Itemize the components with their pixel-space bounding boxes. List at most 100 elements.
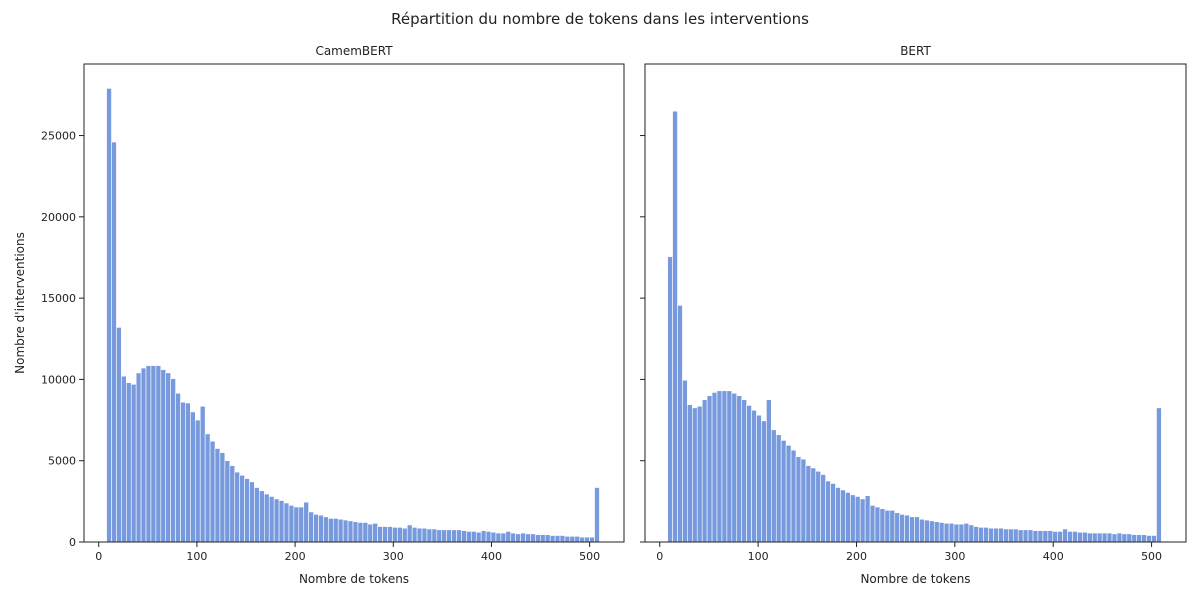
camembert-x-tick-label: 400: [481, 550, 502, 563]
bert-bar: [924, 519, 930, 543]
bert-bar: [1052, 531, 1059, 543]
bert-bar: [766, 399, 772, 543]
camembert-bar: [254, 487, 260, 543]
camembert-bar: [337, 518, 344, 543]
camembert-bar: [263, 493, 270, 543]
camembert-bar: [441, 529, 447, 543]
camembert-bar: [406, 524, 413, 543]
bert-bar: [672, 110, 678, 543]
bert-bar: [845, 492, 851, 543]
camembert-bar: [224, 460, 231, 543]
bert-bar: [835, 487, 841, 543]
camembert-bar: [195, 419, 201, 543]
camembert-x-axis-label: Nombre de tokens: [299, 572, 409, 586]
bert-bar: [761, 420, 767, 543]
bert-bar: [731, 392, 738, 543]
camembert-bar: [549, 535, 556, 543]
bert-bar: [1131, 534, 1138, 543]
camembert-bar: [160, 369, 167, 543]
camembert-bar: [244, 478, 250, 543]
camembert-bar: [332, 518, 339, 543]
camembert-bar: [362, 522, 369, 543]
bert-x-axis-label: Nombre de tokens: [860, 572, 970, 586]
camembert-bar: [199, 405, 206, 543]
camembert-bar: [190, 411, 196, 543]
bert-bar: [904, 514, 910, 543]
bert-bar: [1156, 407, 1162, 543]
bert-bar: [894, 512, 901, 543]
bert-bar: [736, 395, 742, 543]
bert-bar: [1077, 531, 1083, 543]
bert-bar: [874, 506, 881, 543]
bert-x-tick-label: 500: [1141, 550, 1162, 563]
camembert-bar: [530, 533, 536, 543]
bert-bar: [677, 305, 683, 543]
bert-bar: [993, 527, 999, 543]
camembert-bar: [421, 527, 428, 543]
camembert-plot-frame: [83, 63, 625, 543]
camembert-bar: [392, 527, 398, 543]
bert-bar: [741, 399, 747, 543]
camembert-bar: [234, 471, 240, 543]
camembert-bar: [382, 526, 388, 543]
camembert-bar: [510, 532, 516, 543]
bert-bar: [1003, 528, 1009, 543]
bert-bar: [933, 521, 940, 543]
bert-bar: [815, 470, 822, 543]
bert-bar: [696, 405, 703, 543]
camembert-bar: [180, 401, 186, 543]
bert-bar: [1072, 531, 1078, 543]
bert-bar: [869, 505, 876, 543]
camembert-bar: [111, 141, 117, 543]
camembert-x-tick-label: 300: [383, 550, 404, 563]
camembert-bar: [515, 533, 521, 543]
camembert-bar: [554, 535, 561, 543]
bert-x-tick-label: 200: [846, 550, 867, 563]
bert-bar: [1037, 530, 1044, 543]
camembert-bar: [475, 531, 482, 543]
bert-bar: [914, 516, 920, 543]
camembert-bar: [155, 365, 162, 543]
bert-bar: [1082, 531, 1088, 543]
bert-bar: [1151, 535, 1157, 543]
camembert-x-tick-label: 100: [186, 550, 207, 563]
camembert-bar: [313, 514, 319, 543]
camembert-bar: [426, 528, 433, 543]
bert-bar: [864, 495, 871, 543]
camembert-y-tick-label: 10000: [41, 373, 76, 386]
bert-bar: [692, 407, 698, 543]
bert-bar: [1027, 529, 1034, 543]
camembert-bar: [584, 536, 590, 543]
bert-bar: [810, 467, 817, 543]
bert-bar: [929, 520, 935, 543]
bert-bar: [721, 390, 728, 543]
camembert-bar: [121, 375, 127, 543]
bert-bar: [1032, 530, 1039, 543]
camembert-bar: [466, 531, 472, 543]
camembert-bar: [288, 505, 295, 543]
bert-bar: [988, 527, 994, 543]
camembert-bar: [540, 534, 546, 543]
bert-bar: [820, 474, 826, 543]
bert-bar: [701, 399, 708, 543]
bert-bar: [958, 523, 965, 543]
bert-bar: [919, 518, 925, 543]
bert-x-tick-label: 400: [1043, 550, 1064, 563]
camembert-x-tick-label: 500: [579, 550, 600, 563]
camembert-bar: [308, 511, 314, 543]
bert-bar: [682, 379, 688, 543]
camembert-bar: [116, 327, 122, 543]
bert-bar: [1022, 529, 1029, 543]
bert-bar: [899, 514, 905, 543]
camembert-bar: [416, 527, 423, 543]
camembert-y-tick-label: 25000: [41, 130, 76, 143]
bert-bar: [983, 527, 989, 543]
camembert-bar: [130, 383, 137, 543]
camembert-bar: [293, 506, 300, 543]
bert-bar: [751, 410, 757, 543]
camembert-y-tick-label: 0: [69, 536, 76, 549]
camembert-bar: [185, 402, 191, 543]
camembert-bar: [480, 530, 487, 543]
bert-bar: [1042, 530, 1049, 543]
bert-bar: [938, 522, 945, 543]
